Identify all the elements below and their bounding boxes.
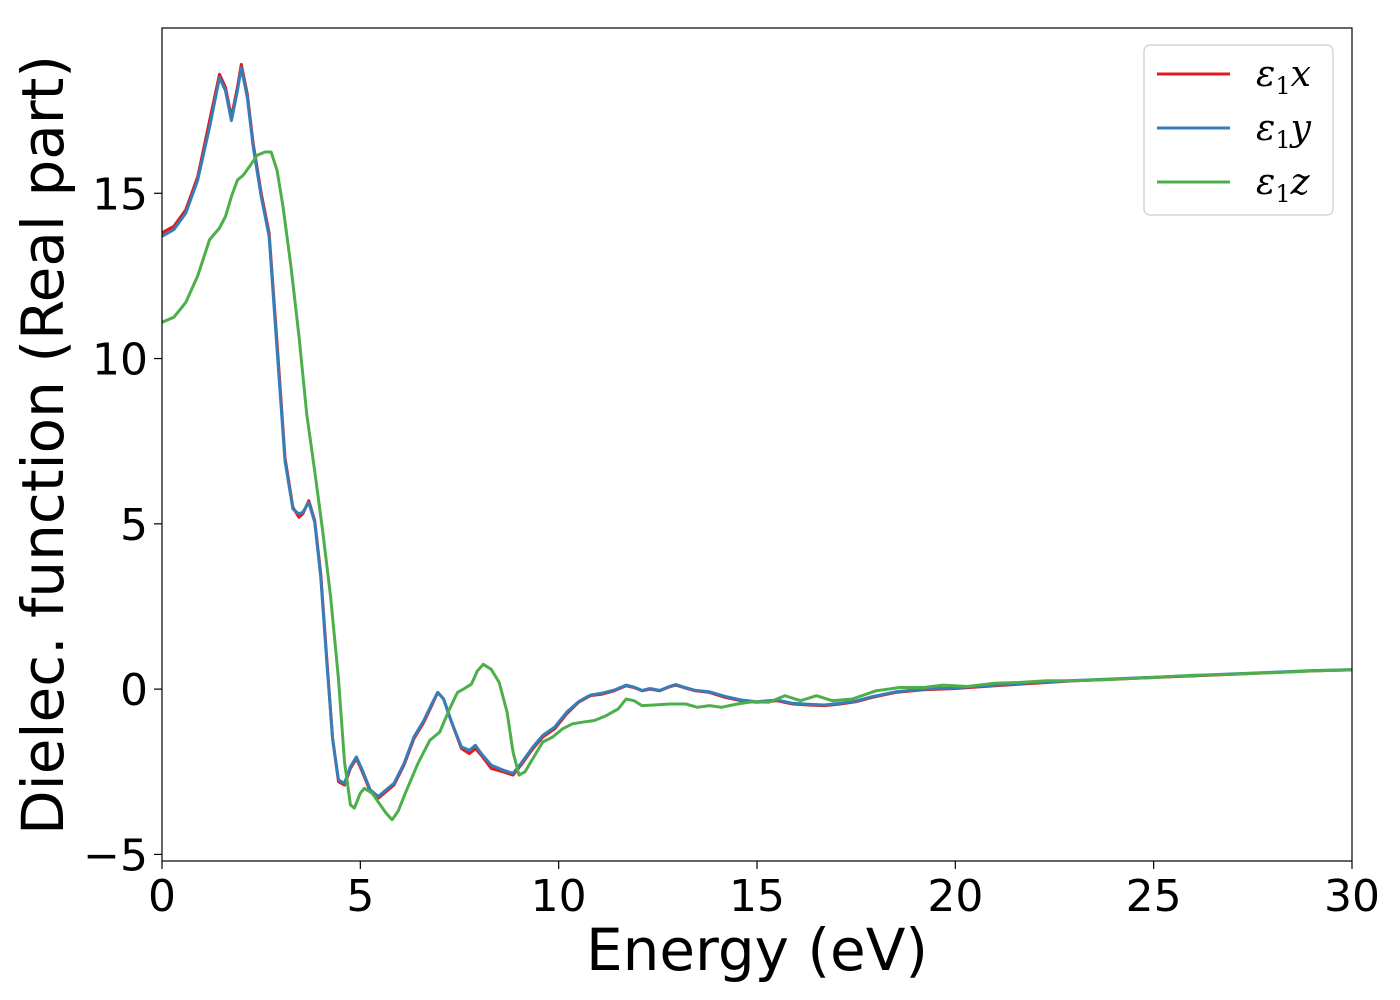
legend: ε1x ε1y ε1z [1143,44,1334,216]
legend-label-y: ε1y [1256,108,1312,154]
x-axis-label: Energy (eV) [586,916,928,984]
y-axis-ticks: −5 0 5 10 15 [83,169,162,881]
series-line-z [162,150,1352,822]
x-tick-label: 15 [729,871,785,922]
x-tick-label: 25 [1126,871,1182,922]
series-layer [162,62,1352,822]
x-tick-label: 0 [148,871,176,922]
y-axis-label: Dielec. function (Real part) [9,55,77,835]
series-line-y [162,66,1352,798]
y-tick-label: −5 [83,830,148,881]
x-tick-label: 20 [927,871,983,922]
x-tick-label: 30 [1324,871,1380,922]
y-tick-label: 15 [92,169,148,220]
legend-label-z: ε1z [1256,162,1311,208]
legend-label-x: ε1x [1256,54,1311,100]
x-tick-label: 10 [531,871,587,922]
y-tick-label: 0 [120,665,148,716]
x-tick-label: 5 [346,871,374,922]
legend-box [1143,44,1334,216]
x-axis-ticks: 0 5 10 15 20 25 30 [148,861,1380,922]
y-tick-label: 10 [92,335,148,386]
y-tick-label: 5 [120,500,148,551]
